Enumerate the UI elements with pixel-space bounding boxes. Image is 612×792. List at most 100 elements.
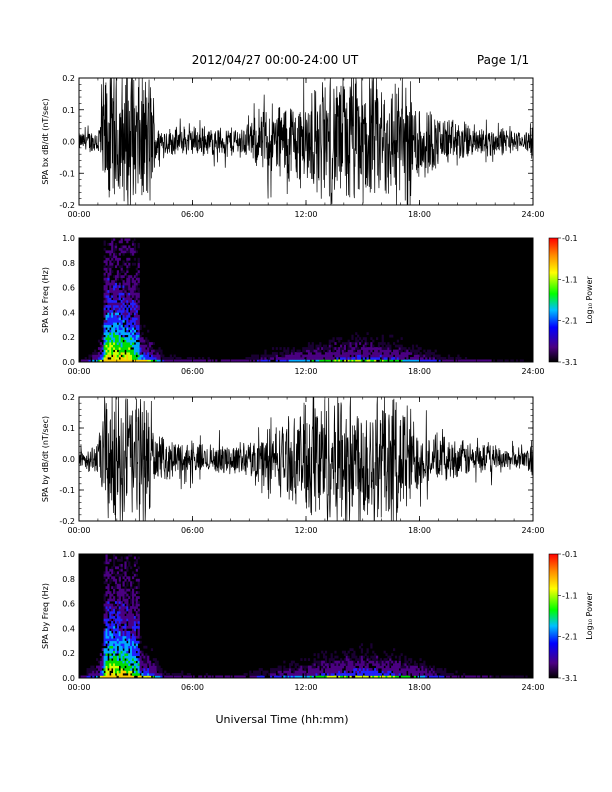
- colorbar-tick-label: -3.1: [562, 358, 578, 367]
- spectrogram-cell: [218, 675, 222, 679]
- spectrogram-cell: [436, 357, 439, 360]
- spectrogram-cell: [135, 349, 138, 353]
- spectrogram-cell: [145, 675, 148, 679]
- spectrogram-cell: [432, 675, 435, 679]
- x-tick-label: 06:00: [181, 367, 204, 376]
- spectrogram-cell: [135, 322, 138, 326]
- spectrogram-cell: [118, 591, 121, 594]
- spectrogram-cell: [372, 347, 375, 350]
- spectrogram-cell: [332, 675, 335, 679]
- spectrogram-cell: [224, 675, 227, 679]
- spectrogram-cell: [271, 354, 275, 358]
- spectrogram-cell: [160, 673, 163, 676]
- spectrogram-cell: [347, 354, 350, 358]
- spectrogram-cell: [118, 630, 121, 634]
- spectrogram-cell: [92, 354, 95, 358]
- spectrogram-cell: [408, 352, 411, 355]
- spectrogram-cell: [137, 245, 140, 249]
- spectrogram-cell: [120, 332, 123, 336]
- spectrogram-cell: [118, 643, 121, 647]
- spectrogram-cell: [432, 354, 435, 358]
- spectrogram-cell: [307, 670, 311, 674]
- spectrogram-cell: [385, 658, 388, 661]
- spectrogram-cell: [447, 359, 451, 363]
- spectrogram-cell: [109, 675, 112, 679]
- spectrogram-cell: [107, 339, 110, 343]
- spectrogram-cell: [411, 359, 415, 363]
- spectrogram-cell: [442, 359, 445, 363]
- spectrogram-cell: [290, 354, 294, 358]
- spectrogram-cell: [137, 635, 140, 639]
- spectrogram-cell: [131, 282, 135, 286]
- spectrogram-cell: [355, 342, 358, 345]
- spectrogram-cell: [105, 658, 108, 661]
- spectrogram-cell: [103, 658, 106, 661]
- spectrogram-cell: [330, 670, 333, 674]
- spectrogram-cell: [381, 337, 384, 340]
- spectrogram-cell: [389, 658, 392, 661]
- spectrogram-cell: [103, 344, 106, 348]
- spectrogram-cell: [133, 292, 137, 296]
- spectrogram-cell: [417, 673, 420, 676]
- spectrogram-cell: [122, 347, 125, 350]
- spectrogram-cell: [307, 658, 311, 661]
- spectrogram-cell: [101, 324, 104, 328]
- spectrogram-cell: [111, 314, 114, 318]
- spectrogram-cell: [394, 359, 398, 363]
- spectrogram-cell: [130, 250, 133, 254]
- spectrogram-cell: [340, 359, 343, 363]
- spectrogram-cell: [483, 675, 487, 679]
- spectrogram-cell: [425, 673, 428, 676]
- spectrogram-cell: [131, 302, 135, 306]
- spectrogram-cell: [410, 670, 413, 674]
- spectrogram-cell: [379, 352, 382, 355]
- spectrogram-cell: [103, 337, 106, 340]
- spectrogram-cell: [114, 573, 118, 577]
- spectrogram-cell: [103, 260, 106, 264]
- spectrogram-cell: [131, 292, 135, 296]
- spectrogram-cell: [109, 638, 112, 642]
- spectrogram-cell: [334, 359, 337, 363]
- spectrogram-cell: [434, 359, 437, 363]
- spectrogram-cell: [122, 611, 125, 614]
- spectrogram-cell: [156, 660, 159, 664]
- spectrogram-cell: [374, 658, 377, 661]
- spectrogram-cell: [139, 334, 142, 338]
- spectrogram-cell: [114, 252, 118, 256]
- x-tick-label: 12:00: [294, 526, 317, 535]
- spectrogram-cell: [114, 606, 118, 609]
- spectrogram-cell: [105, 292, 108, 296]
- spectrogram-cell: [131, 252, 135, 256]
- spectrogram-cell: [126, 357, 129, 360]
- spectrogram-cell: [124, 245, 127, 249]
- spectrogram-cell: [292, 357, 295, 360]
- spectrogram-cell: [349, 665, 352, 669]
- spectrogram-cell: [113, 285, 116, 288]
- spectrogram-cell: [415, 673, 418, 676]
- spectrogram-cell: [116, 593, 120, 597]
- spectrogram-cell: [116, 319, 120, 323]
- spectrogram-cell: [109, 558, 112, 562]
- spectrogram-cell: [128, 262, 131, 266]
- spectrogram-cell: [298, 357, 301, 360]
- spectrogram-cell: [410, 359, 413, 363]
- spectrogram-cell: [514, 675, 517, 679]
- spectrogram-cell: [103, 300, 106, 303]
- spectrogram-cell: [116, 352, 120, 355]
- spectrogram-cell: [425, 668, 428, 671]
- spectrogram-cell: [368, 359, 371, 363]
- spectrogram-cell: [126, 309, 129, 313]
- spectrogram-cell: [97, 665, 101, 669]
- spectrogram-cell: [122, 342, 125, 345]
- spectrogram-cell: [109, 596, 112, 599]
- spectrogram-cell: [419, 352, 422, 355]
- spectrogram-cell: [340, 663, 343, 666]
- spectrogram-cell: [131, 329, 135, 333]
- spectrogram-cell: [368, 673, 371, 676]
- spectrogram-cell: [164, 359, 167, 363]
- spectrogram-cell: [128, 357, 131, 360]
- spectrogram-cell: [105, 322, 108, 326]
- spectrogram-cell: [294, 665, 297, 669]
- spectrogram-cell: [126, 601, 129, 604]
- spectrogram-cell: [135, 640, 138, 644]
